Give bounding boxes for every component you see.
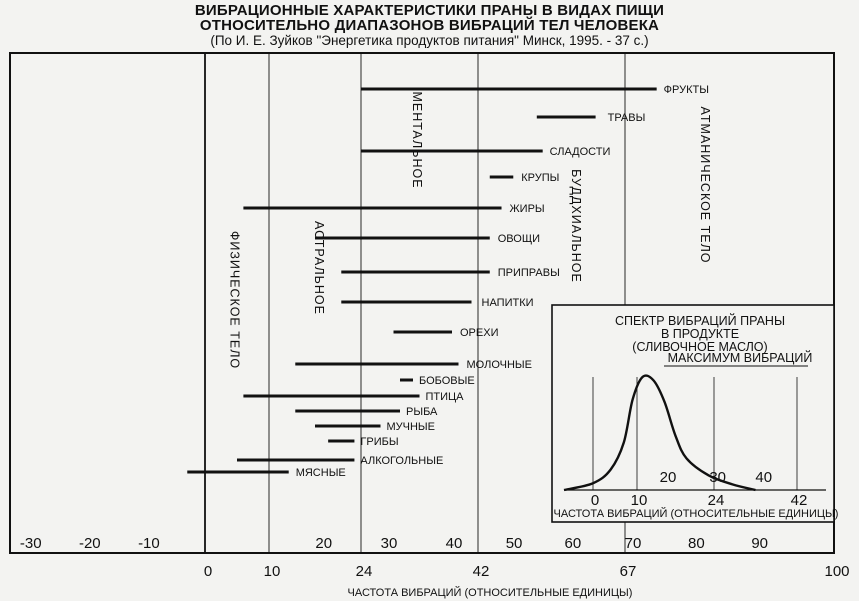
body-band-label: МЕНТАЛЬНОЕ (410, 91, 424, 188)
inset-lower-tick-label: 0 (591, 492, 599, 509)
upper-tick-label: 80 (688, 535, 705, 552)
upper-tick-label: 30 (381, 535, 398, 552)
inset-lower-tick-label: 24 (708, 492, 725, 509)
chart-title-line-2: ОТНОСИТЕЛЬНО ДИАПАЗОНОВ ВИБРАЦИЙ ТЕЛ ЧЕЛ… (199, 17, 660, 34)
food-label: ТРАВЫ (608, 112, 646, 124)
food-label: РЫБА (406, 406, 438, 418)
food-label: ОРЕХИ (460, 327, 498, 339)
inset-frame (551, 304, 835, 523)
lower-tick-label: 24 (356, 563, 373, 580)
inset-title-line: В ПРОДУКТЕ (661, 327, 739, 341)
x-axis-label: ЧАСТОТА ВИБРАЦИЙ (ОТНОСИТЕЛЬНЫЕ ЕДИНИЦЫ) (348, 586, 633, 599)
food-label: МОЛОЧНЫЕ (467, 359, 532, 371)
food-label: АЛКОГОЛЬНЫЕ (360, 455, 443, 467)
upper-tick-label: 20 (315, 535, 332, 552)
inset-x-axis-label: ЧАСТОТА ВИБРАЦИЙ (ОТНОСИТЕЛЬНЫЕ ЕДИНИЦЫ) (554, 507, 839, 520)
inset-upper-tick-label: 30 (709, 469, 726, 486)
food-label: ГРИБЫ (360, 436, 398, 448)
food-label: СЛАДОСТИ (550, 146, 611, 158)
body-band-label: ФИЗИЧЕСКОЕ ТЕЛО (228, 231, 242, 369)
upper-tick-label: -30 (20, 535, 42, 552)
lower-tick-label: 0 (204, 563, 212, 580)
food-label: ЖИРЫ (510, 203, 545, 215)
plot-frame (9, 52, 835, 554)
lower-tick-label: 42 (473, 563, 490, 580)
lower-tick-label: 100 (824, 563, 849, 580)
chart-source: (По И. Е. Зуйков "Энергетика продуктов п… (210, 33, 649, 48)
inset-lower-tick-label: 10 (631, 492, 648, 509)
upper-tick-label: 70 (625, 535, 642, 552)
body-band-label: АСТРАЛЬНОЕ (312, 221, 326, 315)
inset-upper-tick-label: 20 (660, 469, 677, 486)
food-label: ФРУКТЫ (664, 84, 709, 96)
food-label: ПРИПРАВЫ (498, 267, 560, 279)
food-label: ПТИЦА (426, 391, 465, 403)
inset-upper-tick-label: 40 (755, 469, 772, 486)
body-band-label: БУДДХИАЛЬНОЕ (569, 169, 583, 283)
body-band-label: АТМАНИЧЕСКОЕ ТЕЛО (698, 106, 712, 263)
upper-tick-label: 60 (564, 535, 581, 552)
food-label: БОБОВЫЕ (419, 375, 475, 387)
food-label: МЯСНЫЕ (296, 467, 346, 479)
inset-annotation: МАКСИМУМ ВИБРАЦИЙ (668, 350, 813, 365)
upper-tick-label: -10 (138, 535, 160, 552)
inset-lower-tick-label: 42 (791, 492, 808, 509)
upper-tick-label: 50 (506, 535, 523, 552)
upper-tick-label: 40 (446, 535, 463, 552)
food-label: МУЧНЫЕ (387, 421, 436, 433)
inset-title-line: (СЛИВОЧНОЕ МАСЛО) (632, 340, 767, 354)
chart-title-line-1: ВИБРАЦИОННЫЕ ХАРАКТЕРИСТИКИ ПРАНЫ В ВИДА… (194, 2, 665, 19)
food-label: НАПИТКИ (482, 297, 534, 309)
food-label: ОВОЩИ (498, 233, 540, 245)
spectrum-curve (563, 374, 756, 492)
food-label: КРУПЫ (521, 172, 559, 184)
inset-title-line: СПЕКТР ВИБРАЦИЙ ПРАНЫ (615, 313, 785, 328)
lower-tick-label: 67 (620, 563, 637, 580)
upper-tick-label: -20 (79, 535, 101, 552)
upper-tick-label: 90 (751, 535, 768, 552)
lower-tick-label: 10 (264, 563, 281, 580)
